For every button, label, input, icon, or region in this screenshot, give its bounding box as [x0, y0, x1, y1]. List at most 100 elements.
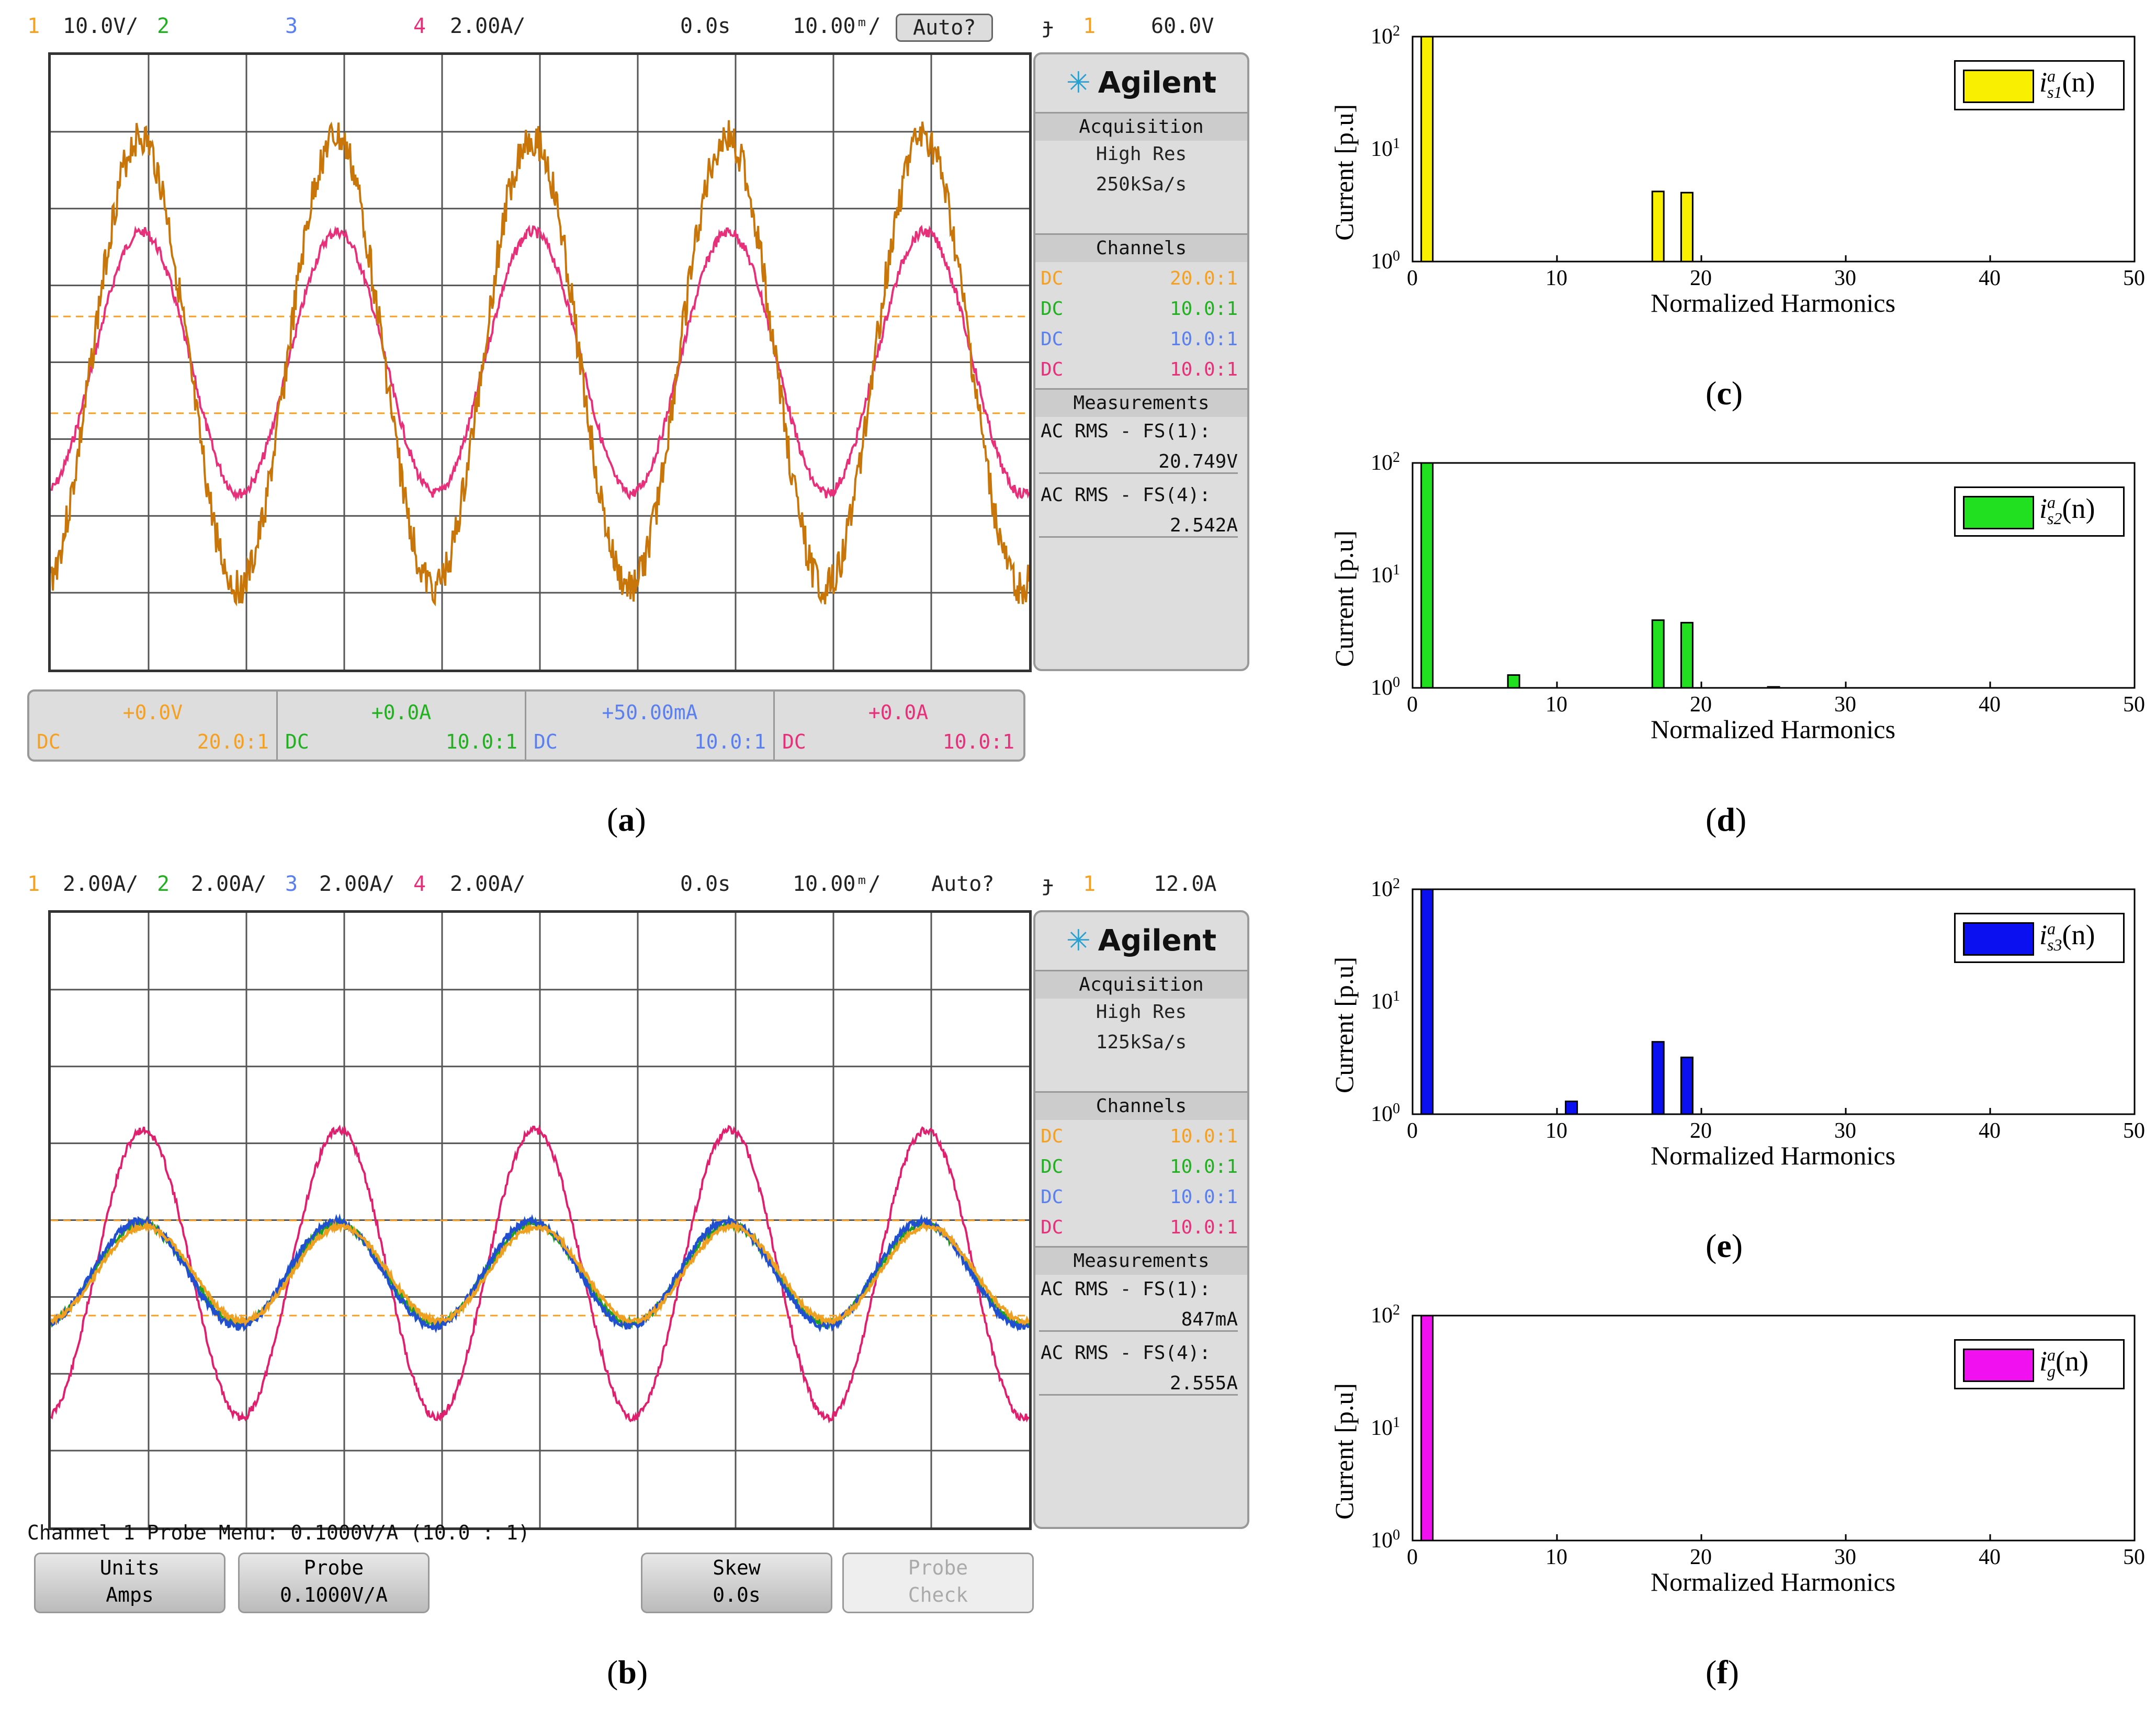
y-tick-label: 100	[1371, 248, 1400, 274]
channel-ratio: 10.0:1	[1169, 1156, 1238, 1177]
y-tick-label: 100	[1371, 674, 1400, 700]
x-tick-label: 30	[1834, 693, 1856, 717]
x-tick-label: 20	[1690, 1119, 1712, 1143]
channel-row-1[interactable]: DC 10.0:1	[1035, 1122, 1247, 1152]
channel-coupling: DC	[782, 730, 806, 753]
skew-button[interactable]: Skew 0.0s	[641, 1553, 832, 1613]
legend: ias1(n)	[1954, 60, 2125, 110]
legend-swatch	[1963, 1349, 2034, 1382]
x-tick-label: 30	[1834, 266, 1856, 290]
ch4-scale: 2.00A/	[450, 14, 526, 38]
scope-b-display[interactable]	[48, 910, 1032, 1530]
time-scale: 10.00ᵐ/	[793, 872, 881, 896]
ig-waveform	[51, 1124, 1029, 1424]
bar-h7	[1507, 674, 1520, 689]
time-offset: 0.0s	[680, 872, 731, 896]
ch4-number[interactable]: 4	[413, 872, 426, 896]
channel-row-2[interactable]: DC 10.0:1	[1035, 1152, 1247, 1182]
y-tick-label: 102	[1371, 876, 1400, 901]
y-tick-label: 100	[1371, 1527, 1400, 1553]
probe-button-label: Probe	[303, 1556, 364, 1579]
ch1-number[interactable]: 1	[27, 872, 40, 896]
measurements-section: Measurements	[1035, 388, 1247, 417]
y-tick-label: 101	[1371, 135, 1400, 161]
y-axis-label: Current [p.u]	[1329, 530, 1359, 667]
caption-a-letter: a	[618, 801, 635, 838]
footer-channel-2[interactable]: +0.0A DC 10.0:1	[278, 692, 526, 760]
ch3-number[interactable]: 3	[285, 872, 298, 896]
x-tick-label: 0	[1407, 266, 1418, 290]
units-button-label: Units	[99, 1556, 160, 1579]
footer-channel-3[interactable]: +50.00mA DC 10.0:1	[526, 692, 775, 760]
trigger-edge-icon: ɟ	[1041, 872, 1054, 896]
caption-f-letter: f	[1717, 1654, 1728, 1691]
x-tick-label: 10	[1545, 1545, 1567, 1569]
channel-ratio: 10.0:1	[1169, 298, 1238, 320]
channel-row-3[interactable]: DC 10.0:1	[1035, 324, 1247, 355]
y-tick-label: 101	[1371, 562, 1400, 587]
trigger-edge-icon: ɟ	[1041, 14, 1054, 38]
x-tick-label: 40	[1979, 1119, 2001, 1143]
x-axis-label: Normalized Harmonics	[1651, 715, 1895, 744]
channels-section: Channels	[1035, 233, 1247, 262]
is1-waveform	[51, 1219, 1029, 1327]
meas-2-label: AC RMS - FS(4):	[1041, 1342, 1211, 1364]
meas-1-label: AC RMS - FS(1):	[1041, 421, 1211, 442]
y-tick-label: 102	[1371, 23, 1400, 49]
scope-a-display[interactable]	[48, 52, 1032, 672]
channel-coupling: DC	[1041, 298, 1064, 320]
y-tick-label: 100	[1371, 1101, 1400, 1126]
agilent-logo: ✳ Agilent	[1035, 912, 1247, 970]
time-offset: 0.0s	[680, 14, 731, 38]
footer-channel-4[interactable]: +0.0A DC 10.0:1	[775, 692, 1022, 760]
channel-row-4[interactable]: DC 10.0:1	[1035, 355, 1247, 385]
channel-row-2[interactable]: DC 10.0:1	[1035, 294, 1247, 324]
agilent-spark-icon: ✳	[1066, 924, 1091, 958]
probe-check-value: Check	[908, 1583, 968, 1606]
auto-label[interactable]: Auto?	[931, 872, 995, 896]
footer-channel-1[interactable]: +0.0V DC 20.0:1	[29, 692, 278, 760]
caption-e: (e)	[1706, 1227, 1743, 1264]
bar-h17	[1651, 190, 1665, 263]
x-tick-label: 30	[1834, 1545, 1856, 1569]
channel-offset: +0.0V	[122, 701, 183, 724]
bar-h17	[1651, 619, 1665, 689]
bar-h1	[1420, 36, 1434, 263]
channel-row-1[interactable]: DC 20.0:1	[1035, 264, 1247, 294]
meas-2-value: 2.555A	[1039, 1373, 1238, 1396]
channel-ratio: 10.0:1	[1169, 1186, 1238, 1208]
auto-button[interactable]: Auto?	[896, 14, 994, 42]
ch2-scale: 2.00A/	[191, 872, 267, 896]
probe-button[interactable]: Probe 0.1000V/A	[238, 1553, 430, 1613]
bar-h19	[1680, 191, 1694, 263]
channel-ratio: 20.0:1	[197, 730, 269, 753]
bar-h25	[1767, 686, 1780, 689]
y-axis-label: Current [p.u]	[1329, 1383, 1359, 1520]
channel-coupling: DC	[1041, 1126, 1064, 1147]
ch1-scale: 10.0V/	[63, 14, 139, 38]
brand-name: Agilent	[1098, 924, 1217, 958]
channel-row-3[interactable]: DC 10.0:1	[1035, 1182, 1247, 1213]
legend-label: ias3(n)	[2039, 919, 2095, 954]
meas-1-value: 20.749V	[1039, 451, 1238, 474]
ch1-number[interactable]: 1	[27, 14, 40, 38]
channel-ratio: 10.0:1	[445, 730, 517, 753]
ch2-number[interactable]: 2	[157, 14, 170, 38]
ch4-number[interactable]: 4	[413, 14, 426, 38]
probe-check-button[interactable]: Probe Check	[842, 1553, 1034, 1613]
channel-coupling: DC	[37, 730, 61, 753]
ch3-scale: 2.00A/	[319, 872, 395, 896]
x-tick-label: 0	[1407, 1545, 1418, 1569]
channel-ratio: 10.0:1	[1169, 1217, 1238, 1238]
channel-ratio: 10.0:1	[1169, 329, 1238, 350]
channel-row-4[interactable]: DC 10.0:1	[1035, 1213, 1247, 1243]
ch3-number[interactable]: 3	[285, 14, 298, 38]
x-tick-label: 0	[1407, 693, 1418, 717]
ch2-number[interactable]: 2	[157, 872, 170, 896]
meas-2-label: AC RMS - FS(4):	[1041, 484, 1211, 506]
x-tick-label: 50	[2123, 693, 2145, 717]
y-axis-label: Current [p.u]	[1329, 956, 1359, 1093]
channel-coupling: DC	[1041, 1217, 1064, 1238]
units-button[interactable]: Units Amps	[34, 1553, 225, 1613]
legend: ias2(n)	[1954, 486, 2125, 537]
